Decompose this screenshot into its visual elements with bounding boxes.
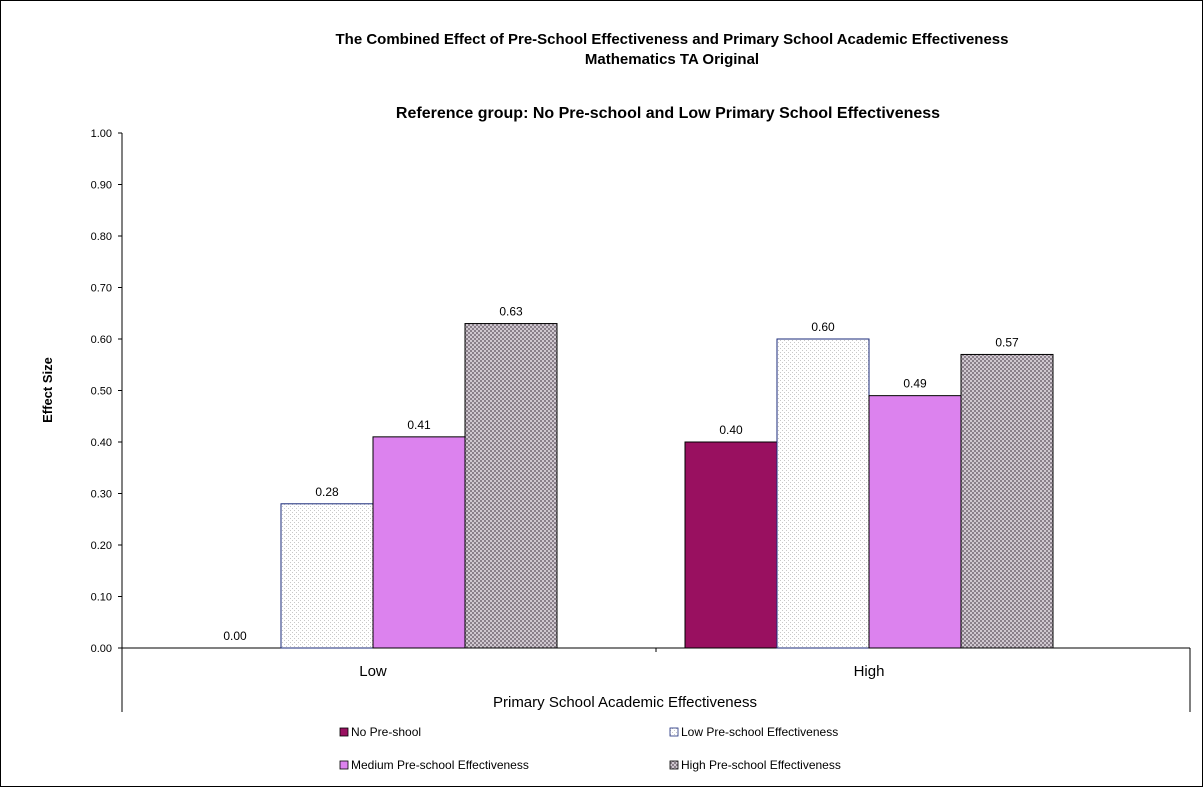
y-tick-label: 1.00 xyxy=(91,128,112,140)
y-axis-title: Effect Size xyxy=(40,357,55,423)
bar xyxy=(684,441,778,649)
y-tick-label: 0.40 xyxy=(91,437,112,449)
bar xyxy=(464,323,558,649)
legend-label: No Pre-shool xyxy=(351,725,421,739)
data-label: 0.63 xyxy=(499,305,523,319)
category-label: Low xyxy=(359,663,387,680)
legend-swatch xyxy=(669,760,679,770)
legend: No Pre-shool Low Pre-school Effectiveness… xyxy=(339,725,841,772)
data-label: 0.49 xyxy=(903,377,927,391)
y-tick-label: 0.20 xyxy=(91,540,112,552)
bar xyxy=(776,338,870,649)
legend-label: Medium Pre-school Effectiveness xyxy=(351,758,529,772)
legend-swatch xyxy=(669,727,679,737)
y-tick-label: 0.90 xyxy=(91,180,112,192)
data-label: 0.28 xyxy=(315,485,339,499)
y-tick-label: 0.70 xyxy=(91,283,112,295)
bars xyxy=(280,323,1054,649)
y-tick-label: 0.10 xyxy=(91,592,112,604)
chart-title: The Combined Effect of Pre-School Effect… xyxy=(336,31,1009,48)
bar xyxy=(372,436,466,649)
y-tick-label: 0.60 xyxy=(91,334,112,346)
bar xyxy=(280,503,374,649)
y-tick-label: 0.00 xyxy=(91,643,112,655)
y-tick-label: 0.50 xyxy=(91,386,112,398)
legend-label: Low Pre-school Effectiveness xyxy=(681,725,838,739)
data-labels: 0.00 0.40 0.28 0.60 0.41 0.49 0.63 0.57 xyxy=(223,305,1019,643)
legend-swatch xyxy=(339,760,349,770)
chart-subtitle: Mathematics TA Original xyxy=(585,51,759,68)
data-label: 0.41 xyxy=(407,418,431,432)
data-label: 0.40 xyxy=(719,423,743,437)
y-tick-label: 0.30 xyxy=(91,489,112,501)
data-label: 0.60 xyxy=(811,320,835,334)
x-axis-title: Primary School Academic Effectiveness xyxy=(493,694,757,711)
data-label: 0.57 xyxy=(995,335,1019,349)
bar xyxy=(960,353,1054,649)
legend-label: High Pre-school Effectiveness xyxy=(681,758,841,772)
category-label: High xyxy=(854,663,885,680)
legend-swatch xyxy=(339,727,349,737)
reference-note: Reference group: No Pre-school and Low P… xyxy=(396,105,940,122)
data-label: 0.00 xyxy=(223,629,247,643)
y-tick-label: 0.80 xyxy=(91,231,112,243)
bar xyxy=(868,395,962,649)
